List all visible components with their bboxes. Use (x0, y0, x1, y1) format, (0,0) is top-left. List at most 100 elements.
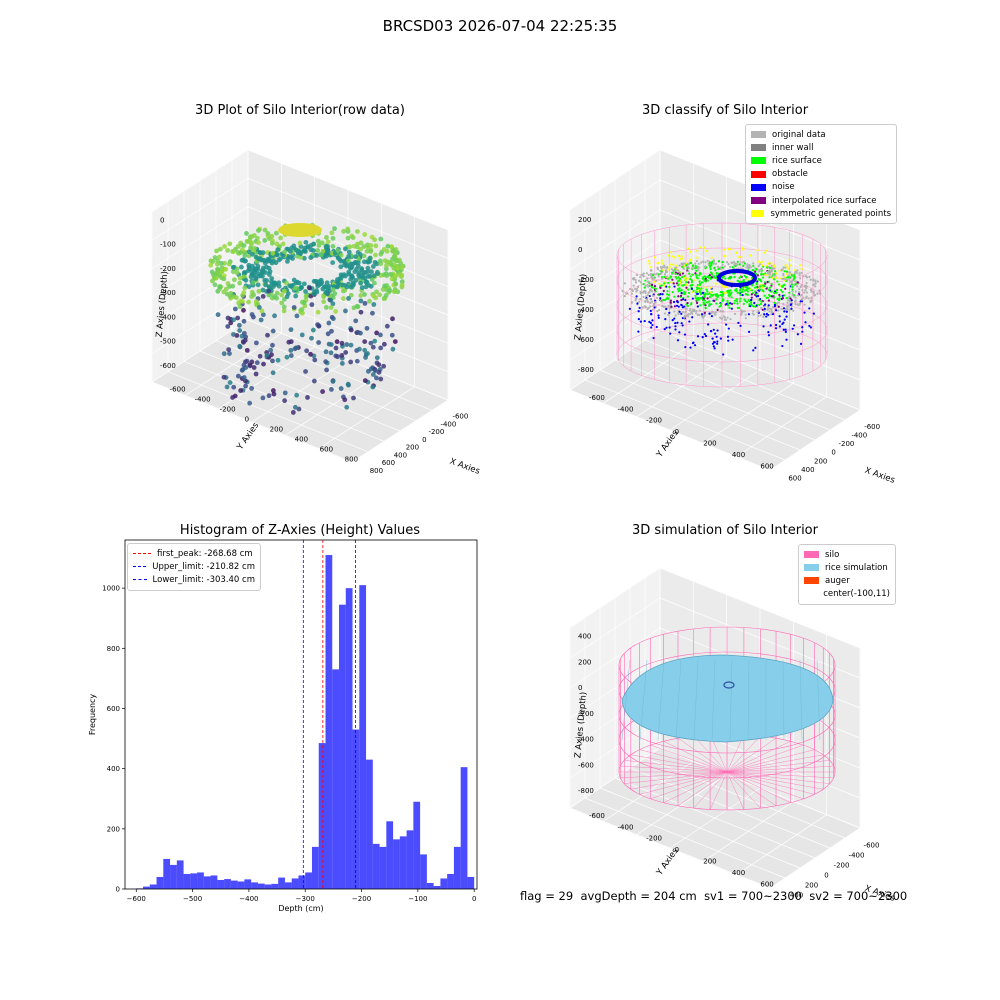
raw-xtick: 400 (394, 451, 407, 459)
classify-xtick: 0 (831, 449, 835, 457)
raw-ztick: -200 (160, 265, 176, 273)
simulation-xtick: -200 (834, 861, 850, 869)
histogram-bar (156, 876, 164, 889)
simulation-ytick: 0 (675, 846, 679, 854)
raw-ytick: 0 (245, 415, 249, 423)
legend-swatch (133, 553, 151, 555)
raw-ytick: -200 (220, 405, 236, 413)
classify-xtick: -600 (864, 423, 880, 431)
histogram-bar (244, 879, 252, 889)
legend-label: interpolated rice surface (772, 195, 877, 206)
legend-label: first_peak: -268.68 cm (157, 548, 253, 559)
legend-swatch (751, 183, 766, 191)
legend-label: auger (825, 575, 850, 586)
histogram-xtick: −400 (239, 895, 258, 903)
histogram-ytick: 200 (107, 825, 120, 833)
simulation-scene (618, 626, 836, 811)
histogram-bar (359, 585, 367, 889)
histogram-bar (210, 875, 218, 889)
classify-ztick: -200 (578, 276, 594, 284)
simulation-ytick: -600 (589, 812, 605, 820)
raw-ytick: 400 (295, 435, 308, 443)
histogram-legend: first_peak: -268.68 cm Upper_limit: -210.… (127, 543, 261, 591)
raw-ylabel: Y Axies (235, 420, 262, 452)
classify-xlabel: X Axies (863, 466, 896, 486)
classify-ytick: -400 (618, 405, 634, 413)
raw-xtick: 200 (406, 444, 419, 452)
rice-surface (621, 654, 834, 743)
legend-entry: symmetric generated points (751, 207, 891, 220)
simulation-ztick: -600 (578, 761, 594, 769)
histogram-bar (251, 882, 258, 889)
simulation-ztick: -400 (578, 736, 594, 744)
legend-entry: original data (751, 128, 891, 141)
simulation-xtick: -400 (849, 851, 865, 859)
classify-legend: original data inner wall rice surface obsta… (745, 124, 897, 225)
histogram-ytick: 400 (107, 765, 120, 773)
histogram-xtick: −200 (352, 895, 371, 903)
raw-ztick: -500 (160, 338, 176, 346)
simulation-xtick: 0 (824, 871, 828, 879)
histogram-bar (345, 588, 353, 889)
simulation-ytick: 600 (760, 880, 773, 888)
classify-ytick: 0 (675, 428, 679, 436)
classify-ytick: 400 (732, 451, 745, 459)
legend-swatch (804, 577, 819, 585)
raw-ytick: 600 (320, 445, 333, 453)
histogram-bar (406, 830, 414, 889)
classify-ztick: -800 (578, 366, 594, 374)
legend-label: Lower_limit: -303.40 cm (152, 574, 255, 585)
classify-scene (616, 222, 828, 388)
histogram-bar (237, 881, 245, 889)
histogram-bar (420, 854, 427, 889)
histogram-bar (291, 878, 299, 889)
simulation-ytick: -400 (618, 823, 634, 831)
raw-xtick: -400 (440, 420, 456, 428)
histogram-bar (332, 669, 340, 889)
histogram-bar (163, 858, 171, 889)
raw-ytick: 800 (345, 455, 358, 463)
histogram-bar (190, 873, 198, 889)
classify-ytick: -600 (589, 394, 605, 402)
legend-swatch (804, 564, 819, 572)
histogram-bar (339, 604, 346, 889)
simulation-xtick: 200 (805, 881, 818, 889)
histogram-title: Histogram of Z-Axies (Height) Values (179, 523, 421, 538)
classify-ytick: 600 (760, 462, 773, 470)
simulation-ztick: -200 (578, 710, 594, 718)
classify-ztick: -400 (578, 306, 594, 314)
footer-avg-depth: avgDepth = 204 cm (580, 889, 697, 903)
footer-flag: flag = 29 (520, 889, 574, 903)
raw-xtick: -600 (452, 413, 468, 421)
classify-xtick: 400 (801, 466, 814, 474)
legend-swatch (133, 579, 147, 581)
histogram-bar (426, 882, 434, 889)
histogram-frame (124, 539, 478, 890)
histogram-xlabel: Depth (cm) (278, 904, 323, 913)
histogram-bar (399, 836, 407, 889)
legend-entry: noise (751, 181, 891, 194)
classify-ytick: -200 (646, 417, 662, 425)
legend-label: original data (772, 129, 826, 140)
raw-point-cloud (208, 222, 406, 415)
histogram-bar (217, 879, 225, 889)
legend-entry: inner wall (751, 141, 891, 154)
simulation-ytick: 400 (732, 869, 745, 877)
footer-sv1: sv1 = 700~2300 (704, 889, 802, 903)
histogram-bar (143, 886, 150, 889)
histogram-bar (393, 839, 400, 889)
classify-ytick: 200 (703, 440, 716, 448)
histogram-xtick: −100 (408, 895, 427, 903)
status-footer: flag = 29 avgDepth = 204 cm sv1 = 700~23… (520, 889, 907, 903)
histogram-bar (440, 878, 448, 889)
histogram-bar (149, 884, 157, 889)
histogram-bar (379, 846, 387, 889)
simulation-ztick: 0 (578, 684, 582, 692)
raw-ytick: -400 (195, 395, 211, 403)
raw-plot-title: 3D Plot of Silo Interior(row data) (195, 103, 405, 118)
histogram-xtick: −300 (296, 895, 315, 903)
legend-swatch (751, 210, 765, 218)
simulation-ytick: -200 (646, 835, 662, 843)
raw-ztick: -300 (160, 289, 176, 297)
raw-ztick: -100 (160, 241, 176, 249)
